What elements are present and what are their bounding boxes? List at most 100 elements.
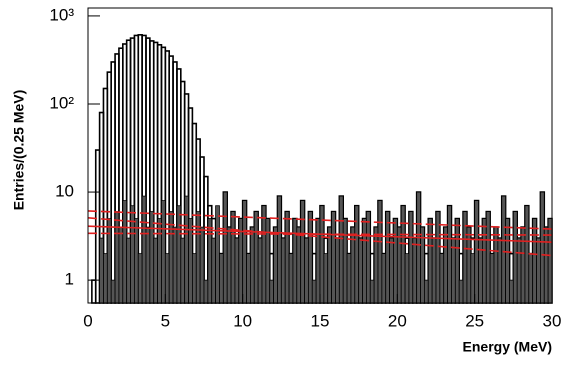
filled-bin — [427, 218, 433, 304]
filled-bin — [547, 218, 553, 304]
filled-bin — [365, 211, 371, 304]
filled-bin — [501, 195, 507, 304]
filled-bin — [307, 211, 313, 304]
filled-bin — [346, 253, 352, 304]
filled-bin — [133, 218, 139, 304]
filled-bin — [157, 218, 162, 304]
filled-bin — [199, 226, 205, 304]
filled-bin — [493, 226, 499, 304]
filled-bin — [439, 253, 445, 304]
filled-bin — [106, 218, 112, 304]
filled-bin — [296, 226, 302, 304]
x-axis-label: Energy (MeV) — [463, 339, 552, 355]
filled-bin — [381, 253, 387, 304]
x-tick-label: 25 — [465, 311, 484, 330]
filled-bin — [373, 226, 379, 304]
filled-bin — [273, 226, 278, 304]
filled-bin — [211, 237, 217, 304]
filled-bin — [277, 195, 282, 304]
filled-bin — [509, 279, 514, 304]
filled-bin — [342, 218, 348, 304]
filled-bin — [219, 253, 224, 304]
filled-bin — [145, 226, 151, 304]
filled-bin — [249, 226, 255, 304]
filled-bin — [280, 237, 286, 304]
filled-bin — [458, 279, 464, 304]
filled-bin — [416, 191, 421, 304]
filled-bin — [161, 200, 166, 304]
filled-bin — [222, 191, 228, 304]
filled-bin — [215, 205, 220, 304]
filled-bin — [99, 237, 104, 304]
filled-bin — [540, 191, 545, 304]
filled-bin — [447, 205, 452, 304]
filled-bin — [118, 226, 124, 304]
x-tick-label: 20 — [388, 311, 407, 330]
filled-bin — [354, 205, 360, 304]
filled-bin — [137, 253, 143, 304]
filled-bin — [385, 211, 391, 304]
filled-bin — [396, 226, 402, 304]
filled-bin — [524, 205, 530, 304]
filled-bin — [497, 237, 503, 304]
filled-bin — [242, 200, 247, 304]
filled-bin — [338, 195, 344, 304]
filled-bin — [377, 200, 383, 304]
filled-bin — [153, 237, 159, 304]
filled-bin — [176, 205, 182, 304]
filled-bin — [110, 279, 116, 304]
fit-line — [87, 225, 553, 243]
filled-bin — [323, 253, 329, 304]
x-tick-label: 30 — [543, 311, 562, 330]
filled-bin — [284, 211, 290, 304]
filled-bin — [478, 237, 483, 304]
filled-bin — [528, 253, 534, 304]
filled-bin — [512, 211, 518, 304]
filled-bin — [327, 226, 333, 304]
filled-bin — [261, 205, 267, 304]
filled-bin — [485, 211, 491, 304]
filled-bin — [226, 226, 232, 304]
filled-bin — [230, 211, 236, 304]
x-tick-label: 15 — [311, 311, 330, 330]
filled-bin — [393, 218, 398, 304]
filled-bin — [269, 279, 275, 304]
x-tick-label: 0 — [83, 311, 92, 330]
filled-bin — [188, 218, 193, 304]
filled-bin — [408, 211, 414, 304]
filled-bin — [180, 237, 186, 304]
filled-bin — [126, 237, 131, 304]
filled-bin — [400, 205, 406, 304]
filled-bin — [423, 279, 429, 304]
filled-bin — [470, 253, 476, 304]
filled-bin — [474, 200, 479, 304]
filled-bin — [311, 279, 317, 304]
x-tick-label: 5 — [161, 311, 170, 330]
filled-bin — [300, 200, 305, 304]
filled-bin — [103, 253, 108, 304]
filled-bin — [288, 253, 294, 304]
filled-bin — [172, 226, 178, 304]
y-tick-label: 10² — [49, 93, 74, 112]
filled-bin — [191, 253, 197, 304]
filled-bin — [331, 211, 336, 304]
x-tick-label: 10 — [233, 311, 252, 330]
filled-bin — [454, 218, 460, 304]
y-tick-label: 1 — [65, 270, 74, 289]
filled-bin — [315, 218, 321, 304]
filled-bin — [246, 253, 251, 304]
filled-bin — [164, 253, 170, 304]
filled-bin — [114, 211, 120, 304]
filled-bin — [358, 237, 363, 304]
y-tick-label: 10³ — [49, 5, 74, 24]
filled-bin — [516, 237, 522, 304]
filled-bin — [536, 237, 541, 304]
filled-bin — [481, 218, 487, 304]
filled-bin — [292, 218, 298, 304]
y-axis-label: Entries/(0.25 MeV) — [11, 90, 27, 211]
filled-bin — [520, 226, 526, 304]
filled-bin — [532, 218, 537, 304]
filled-bin — [505, 218, 510, 304]
filled-bin — [207, 218, 213, 304]
